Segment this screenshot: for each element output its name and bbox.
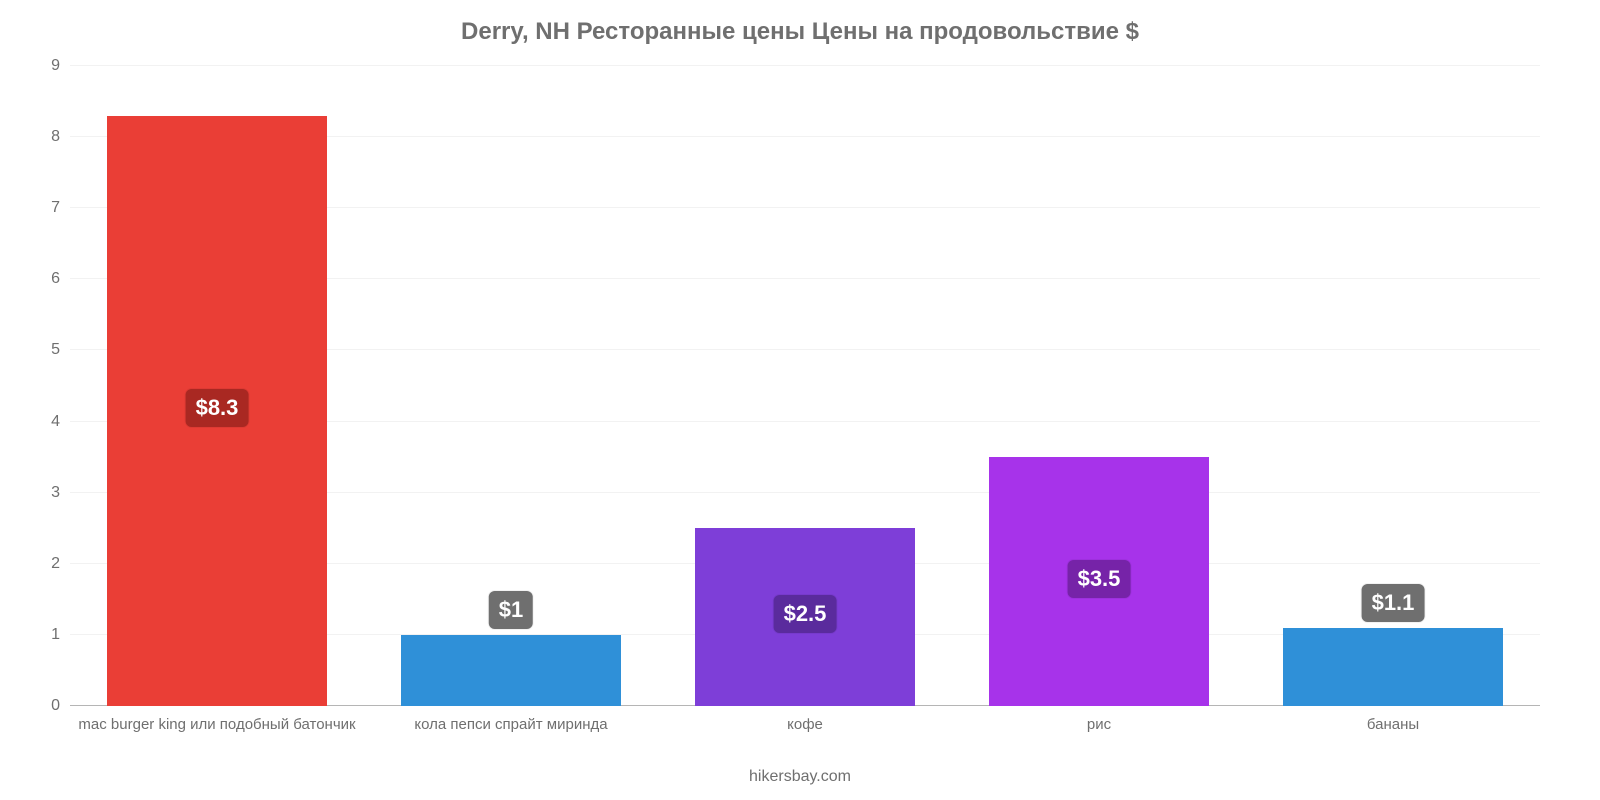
x-category-label: mac burger king или подобный батончик — [78, 716, 355, 733]
bar-value-label: $1 — [489, 591, 533, 629]
bar — [401, 635, 622, 706]
grid-line — [70, 65, 1540, 66]
bar-value-label: $3.5 — [1068, 560, 1131, 598]
y-tick-label: 5 — [20, 341, 60, 359]
y-tick-label: 7 — [20, 199, 60, 217]
x-category-label: кола пепси спрайт миринда — [414, 716, 607, 733]
chart-container: Derry, NH Ресторанные цены Цены на продо… — [0, 0, 1600, 800]
y-tick-label: 4 — [20, 413, 60, 431]
x-category-label: бананы — [1367, 716, 1419, 733]
bar-value-label: $8.3 — [186, 389, 249, 427]
plot-area: 0123456789$8.3mac burger king или подобн… — [70, 66, 1540, 706]
y-tick-label: 9 — [20, 57, 60, 75]
y-tick-label: 1 — [20, 626, 60, 644]
y-tick-label: 2 — [20, 555, 60, 573]
x-category-label: рис — [1087, 716, 1111, 733]
footer-credit: hikersbay.com — [0, 768, 1600, 786]
bar — [1283, 628, 1504, 706]
bar-value-label: $1.1 — [1362, 584, 1425, 622]
y-tick-label: 3 — [20, 484, 60, 502]
y-tick-label: 8 — [20, 128, 60, 146]
x-category-label: кофе — [787, 716, 823, 733]
chart-title: Derry, NH Ресторанные цены Цены на продо… — [0, 0, 1600, 46]
y-tick-label: 0 — [20, 697, 60, 715]
y-tick-label: 6 — [20, 270, 60, 288]
bar-value-label: $2.5 — [774, 595, 837, 633]
